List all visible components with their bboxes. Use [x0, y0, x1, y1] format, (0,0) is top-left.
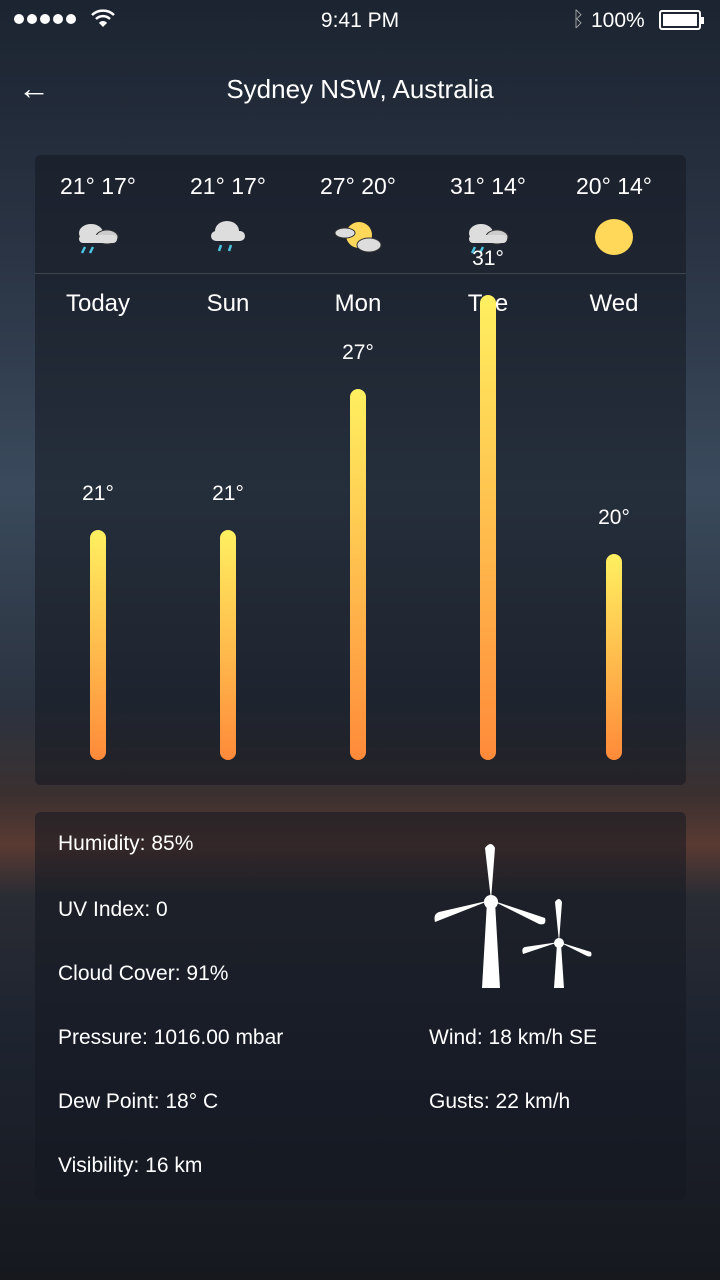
bar-label: 21° — [212, 482, 244, 505]
low-temp: 17° — [101, 173, 136, 199]
forecast-temps: 31° 14° — [423, 173, 553, 200]
temp-bar — [350, 389, 366, 760]
dew-point: Dew Point: 18° C — [58, 1090, 219, 1113]
arrow-left-icon: ← — [18, 70, 50, 106]
low-temp: 14° — [617, 173, 652, 199]
high-temp: 27° — [320, 173, 355, 199]
pressure: Pressure: 1016.00 mbar — [58, 1026, 284, 1049]
battery-percent: 100% — [591, 9, 645, 32]
bar-label: 31° — [472, 247, 504, 270]
back-button[interactable]: ← — [18, 72, 50, 104]
temp-bar — [606, 553, 622, 760]
details-card: Humidity: 85% UV Index: 0 Cloud Cover: 9… — [35, 812, 686, 1200]
day-label: Mon — [334, 290, 382, 317]
day-label: Wed — [589, 290, 639, 317]
forecast-card: 21° 17° Today 21° 21° 17° Sun 21° 27° 20° Mon 27… — [35, 155, 686, 785]
temp-bar — [220, 530, 236, 760]
humidity: Humidity: 85% — [58, 832, 194, 855]
low-temp: 17° — [231, 173, 266, 199]
temp-bar — [90, 530, 106, 760]
day-label: Sun — [206, 290, 250, 317]
forecast-temps: 20° 14° — [549, 173, 679, 200]
bar-label: 27° — [342, 341, 374, 364]
battery-icon — [659, 10, 704, 30]
signal-icon — [14, 14, 76, 24]
uv-index: UV Index: 0 — [58, 898, 168, 921]
visibility: Visibility: 16 km — [58, 1154, 203, 1177]
low-temp: 14° — [491, 173, 526, 199]
forecast-temps: 21° 17° — [33, 173, 163, 200]
cloud-cover: Cloud Cover: 91% — [58, 962, 229, 985]
high-temp: 31° — [450, 173, 485, 199]
page-title: Sydney NSW, Australia — [226, 74, 494, 104]
gusts: Gusts: 22 km/h — [429, 1090, 571, 1113]
high-temp: 20° — [576, 173, 611, 199]
bluetooth-icon: ᛒ — [572, 8, 585, 31]
wifi-icon — [90, 8, 116, 34]
rain-cloudy-icon — [423, 217, 553, 257]
wind-turbine-icon — [434, 844, 592, 988]
status-bar: 9:41 PM ᛒ 100% — [0, 0, 720, 40]
divider — [35, 273, 686, 274]
day-label: Today — [65, 290, 131, 317]
partly-sunny-icon — [293, 217, 423, 257]
temp-bar — [480, 295, 496, 760]
rain-icon — [163, 217, 293, 257]
rain-cloudy-icon — [33, 217, 163, 257]
forecast-temps: 27° 20° — [293, 173, 423, 200]
bar-label: 20° — [598, 505, 630, 529]
clock: 9:41 PM — [320, 9, 400, 32]
forecast-temps: 21° 17° — [163, 173, 293, 200]
bar-label: 21° — [82, 482, 114, 505]
wind: Wind: 18 km/h SE — [429, 1026, 598, 1049]
sun-icon — [549, 217, 679, 257]
low-temp: 20° — [361, 173, 396, 199]
high-temp: 21° — [60, 173, 95, 199]
high-temp: 21° — [190, 173, 225, 199]
